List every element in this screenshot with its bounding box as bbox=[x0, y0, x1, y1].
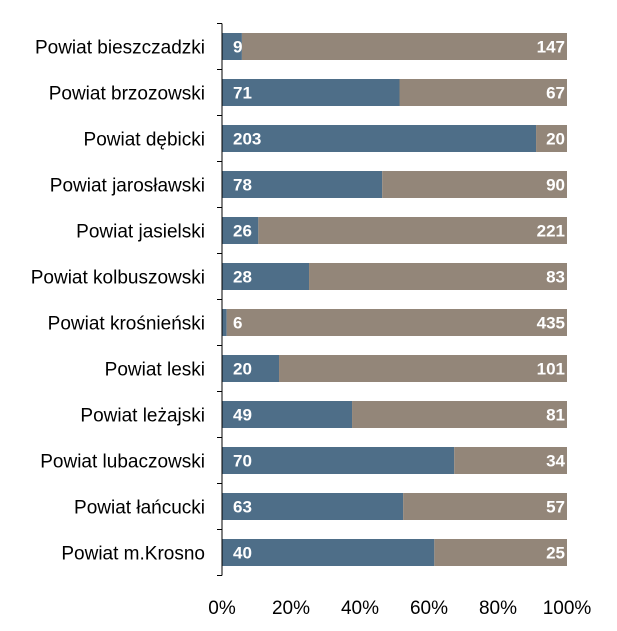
data-label: 203 bbox=[233, 130, 261, 149]
data-label: 57 bbox=[546, 498, 565, 517]
data-label: 221 bbox=[537, 222, 565, 241]
bar-segment bbox=[222, 447, 455, 474]
category-label: Powiat jarosławski bbox=[50, 176, 205, 197]
x-axis-ticks-layer: 0% 20% 40% 60% 80% 100% bbox=[208, 23, 592, 619]
bar-segment bbox=[222, 33, 242, 60]
bar-segment bbox=[226, 309, 567, 336]
category-label: Powiat brzozowski bbox=[49, 84, 205, 105]
data-label: 34 bbox=[546, 452, 565, 471]
category-label: Powiat leżajski bbox=[80, 406, 205, 427]
bar-segment bbox=[241, 33, 567, 60]
data-label: 26 bbox=[233, 222, 252, 241]
bar-segment bbox=[536, 125, 567, 152]
data-label: 90 bbox=[546, 176, 565, 195]
data-label: 20 bbox=[546, 130, 565, 149]
data-label: 101 bbox=[537, 360, 565, 379]
bar-segment bbox=[279, 355, 567, 382]
bar-segment bbox=[403, 493, 567, 520]
bar-segment bbox=[222, 539, 435, 566]
bar-segment bbox=[399, 79, 567, 106]
data-label: 49 bbox=[233, 406, 252, 425]
bar-segment bbox=[222, 125, 537, 152]
data-label: 83 bbox=[546, 268, 565, 287]
category-label: Powiat łańcucki bbox=[74, 498, 205, 519]
data-label: 25 bbox=[546, 544, 565, 563]
category-label: Powiat leski bbox=[105, 360, 205, 381]
category-label: Powiat lubaczowski bbox=[40, 452, 205, 473]
bar-segment bbox=[222, 171, 383, 198]
x-tick-label: 20% bbox=[272, 598, 310, 619]
value-labels-layer: 9 147 71 67 203 20 78 90 26 221 28 83 6 435 20 101 49 81 7… bbox=[233, 38, 566, 563]
data-label: 6 bbox=[233, 314, 242, 333]
data-label: 20 bbox=[233, 360, 252, 379]
x-tick-label: 40% bbox=[341, 598, 379, 619]
data-label: 63 bbox=[233, 498, 252, 517]
data-label: 147 bbox=[537, 38, 565, 57]
x-tick-label: 60% bbox=[410, 598, 448, 619]
data-label: 435 bbox=[537, 314, 565, 333]
category-label: Powiat m.Krosno bbox=[61, 544, 205, 565]
data-label: 70 bbox=[233, 452, 252, 471]
bar-segment bbox=[222, 217, 259, 244]
data-label: 28 bbox=[233, 268, 252, 287]
bars-layer bbox=[222, 33, 567, 566]
category-label: Powiat dębicki bbox=[84, 130, 205, 151]
bar-segment bbox=[222, 401, 353, 428]
bar-segment bbox=[454, 447, 567, 474]
category-label: Powiat jasielski bbox=[76, 222, 205, 243]
data-label: 9 bbox=[233, 38, 242, 57]
data-label: 40 bbox=[233, 544, 252, 563]
category-labels-layer: Powiat bieszczadzki Powiat brzozowski Powi… bbox=[31, 38, 205, 565]
category-label: Powiat kolbuszowski bbox=[31, 268, 205, 289]
data-label: 71 bbox=[233, 84, 252, 103]
data-label: 81 bbox=[546, 406, 565, 425]
bar-segment bbox=[434, 539, 567, 566]
bar-segment bbox=[222, 79, 400, 106]
bar-segment bbox=[382, 171, 567, 198]
bar-segment bbox=[258, 217, 567, 244]
x-tick-label: 80% bbox=[479, 598, 517, 619]
bar-segment bbox=[222, 355, 280, 382]
category-label: Powiat bieszczadzki bbox=[35, 38, 205, 59]
bar-segment bbox=[222, 309, 227, 336]
data-label: 67 bbox=[546, 84, 565, 103]
bar-segment bbox=[222, 493, 404, 520]
x-tick-label: 100% bbox=[543, 598, 592, 619]
category-label: Powiat krośnieński bbox=[48, 314, 205, 335]
bar-segment bbox=[309, 263, 567, 290]
bar-segment bbox=[222, 263, 310, 290]
data-label: 78 bbox=[233, 176, 252, 195]
x-tick-label: 0% bbox=[208, 598, 236, 619]
bar-segment bbox=[352, 401, 567, 428]
